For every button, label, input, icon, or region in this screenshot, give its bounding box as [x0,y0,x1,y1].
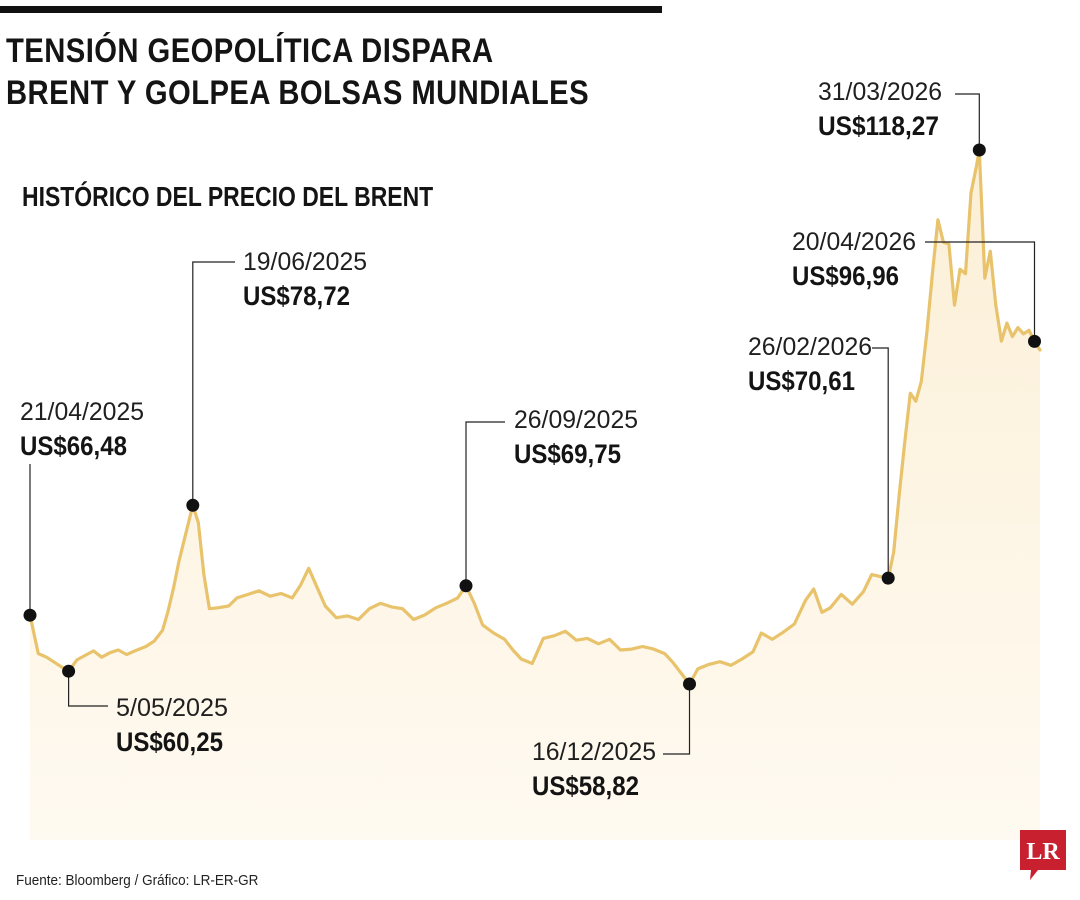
top-rule [0,6,662,13]
annotation-date: 19/06/2025 [243,248,367,276]
annotation-marker [23,608,37,622]
annotation-4: 26/09/2025 US$69,75 [459,406,638,593]
price-line [28,148,1042,686]
annotation-marker [62,664,76,678]
annotation-date: 5/05/2025 [116,694,228,722]
annotation-leader-line [872,347,889,579]
annotation-value: US$60,25 [116,727,223,757]
annotation-value: US$69,75 [514,439,621,469]
annotation-leader-line [465,421,505,586]
annotation-date: 21/04/2025 [20,398,144,426]
annotation-value: US$96,96 [792,261,899,291]
annotation-marker [683,677,696,691]
annotation-marker [972,143,986,157]
annotation-marker [186,498,200,512]
title-line-2: BRENT Y GOLPEA BOLSAS MUNDIALES [6,74,590,112]
annotation-1: 21/04/2025 US$66,48 [20,398,144,622]
annotation-leader-line [955,93,980,150]
annotation-6: 26/02/2026 US$70,61 [748,333,895,585]
annotation-2: 5/05/2025 US$60,25 [62,664,228,757]
annotation-value: US$66,48 [20,431,127,461]
annotation-marker [1028,334,1041,348]
annotation-date: 20/04/2026 [792,228,916,256]
annotation-5: 16/12/2025 US$58,82 [532,677,696,801]
annotation-value: US$78,72 [243,281,350,311]
annotation-date: 26/02/2026 [748,333,872,361]
annotation-value: US$118,27 [818,111,939,141]
annotation-value: US$58,82 [532,771,639,801]
annotations-layer: 21/04/2025 US$66,48 5/05/2025 US$60,25 19/06… [20,78,1041,801]
logo-text: LR [1026,839,1060,865]
annotation-date: 31/03/2026 [818,78,942,106]
title-line-1: TENSIÓN GEOPOLÍTICA DISPARA [6,32,494,70]
annotation-date: 26/09/2025 [514,406,638,434]
annotation-marker [881,571,895,585]
annotation-8: 20/04/2026 US$96,96 [792,228,1041,348]
chart-subtitle: HISTÓRICO DEL PRECIO DEL BRENT [22,181,434,212]
annotation-leader-line [68,671,108,707]
annotation-value: US$70,61 [748,366,855,396]
annotation-leader-line [192,261,235,506]
source-note: Fuente: Bloomberg / Gráfico: LR-ER-GR [16,872,259,889]
annotation-leader-line [925,241,1036,342]
price-area-fill [30,150,1040,840]
annotation-leader-line [663,684,691,755]
lr-logo: LR [1020,830,1066,880]
annotation-3: 19/06/2025 US$78,72 [186,248,367,512]
annotation-7: 31/03/2026 US$118,27 [818,78,986,157]
annotation-marker [459,579,473,593]
chart-title: TENSIÓN GEOPOLÍTICA DISPARA BRENT Y GOLP… [6,30,660,114]
annotation-date: 16/12/2025 [532,738,656,766]
